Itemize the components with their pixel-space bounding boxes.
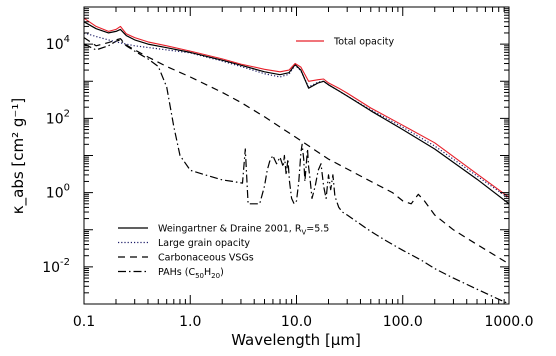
series-line-vsg: [83, 37, 510, 265]
x-tick-label: 1.0: [179, 314, 201, 330]
x-tick-labels: 0.1 1.0 10.0 100.0 1000.0: [73, 314, 534, 330]
legend-label-wd01: Weingartner & Draine 2001, RV=5.5: [158, 224, 329, 237]
legend-label-large: Large grain opacity: [158, 238, 250, 249]
tick-layer: [83, 7, 509, 305]
x-tick-label: 100.0: [383, 314, 423, 330]
y-tick-labels: 10-2 100 102 104: [42, 34, 70, 276]
legend-top-right: Total opacity: [296, 37, 394, 48]
x-tick-label: 1000.0: [485, 314, 534, 330]
legend-label-total: Total opacity: [333, 37, 394, 48]
series-line-total: [83, 17, 510, 198]
x-tick-label: 10.0: [281, 314, 312, 330]
series-layer: [83, 17, 510, 305]
y-tick-label: 102: [46, 108, 70, 127]
legend-label-pah: PAHs (C50H20): [158, 267, 224, 280]
y-tick-label: 104: [46, 34, 70, 53]
y-axis-title: κ_abs [cm² g⁻¹]: [9, 98, 28, 214]
series-line-pah: [83, 39, 510, 305]
y-tick-label: 10-2: [42, 257, 70, 276]
plot-frame: [83, 6, 510, 305]
series-line-wd01: [83, 21, 510, 205]
y-tick-label: 100: [46, 183, 70, 202]
legend-label-vsg: Carbonaceous VSGs: [158, 253, 254, 264]
x-axis-title: Wavelength [μm]: [231, 331, 361, 349]
series-line-large: [83, 32, 510, 199]
x-tick-label: 0.1: [73, 314, 95, 330]
